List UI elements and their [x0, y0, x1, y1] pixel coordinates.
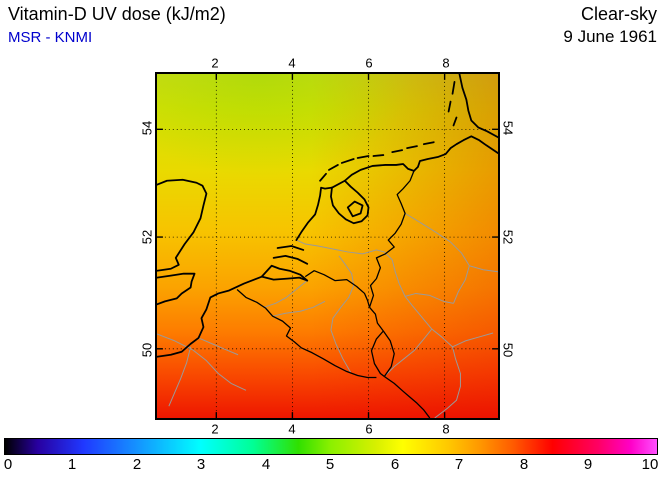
- rivers-and-region-borders: [157, 212, 498, 418]
- north-frisian-islands: [447, 81, 458, 127]
- german-state-border-2: [469, 265, 498, 273]
- coast-holland: [295, 186, 333, 241]
- coastlines: [157, 74, 498, 358]
- lat-tick-right-50: 50: [500, 342, 516, 358]
- french-region-border-2: [168, 346, 192, 407]
- border-lux-west: [370, 330, 385, 377]
- lon-tick-top-6: 6: [365, 55, 373, 71]
- coast-england-north: [157, 178, 208, 272]
- map-overlay: [157, 74, 498, 418]
- colorbar-label-5: 5: [325, 456, 335, 473]
- coast-continent: [157, 264, 273, 358]
- border-be-nl: [304, 270, 371, 308]
- colorbar-gradient: [4, 438, 658, 455]
- german-state-border-3: [452, 332, 494, 348]
- moselle-river: [383, 328, 433, 377]
- delta-island-2: [276, 245, 305, 251]
- border-nl-de: [368, 170, 415, 308]
- flevoland: [346, 200, 364, 218]
- coast-elbe-north-denmark: [458, 74, 498, 139]
- lon-tick-top-2: 2: [211, 55, 219, 71]
- page-title: Vitamin-D UV dose (kJ/m2): [8, 4, 226, 24]
- lat-tick-left-52: 52: [139, 229, 155, 245]
- date-label: 9 June 1961: [563, 27, 657, 46]
- scheldt-river: [263, 280, 308, 308]
- colorbar-label-6: 6: [390, 456, 400, 473]
- colorbar-label-2: 2: [132, 456, 142, 473]
- lat-tick-left-50: 50: [139, 342, 155, 358]
- lon-tick-bottom-8: 8: [442, 421, 450, 437]
- lat-tick-right-52: 52: [500, 229, 516, 245]
- lon-tick-bottom-4: 4: [288, 421, 296, 437]
- border-be-de: [369, 306, 384, 332]
- coast-wadden-mainland: [343, 135, 498, 182]
- islands: [319, 81, 458, 182]
- condition-label: Clear-sky: [580, 4, 657, 24]
- lon-tick-bottom-6: 6: [365, 421, 373, 437]
- source-label: MSR - KNMI: [8, 29, 93, 46]
- coast-scheldt-south: [260, 275, 309, 282]
- colorbar-label-3: 3: [196, 456, 206, 473]
- coast-scheldt-north: [270, 264, 309, 282]
- lat-tick-right-54: 54: [500, 120, 516, 136]
- border-fr-de: [383, 375, 431, 418]
- frame-ticks: [157, 74, 498, 418]
- coast-england-kent: [157, 272, 196, 306]
- colorbar-label-8: 8: [519, 456, 529, 473]
- colorbar-label-4: 4: [261, 456, 271, 473]
- border-lux-east: [382, 330, 395, 377]
- colorbar-label-9: 9: [583, 456, 593, 473]
- ijsselmeer-shore: [330, 179, 370, 225]
- colorbar-label-7: 7: [454, 456, 464, 473]
- graticule: [157, 74, 498, 418]
- lon-tick-top-4: 4: [288, 55, 296, 71]
- delta-island-1: [272, 254, 309, 265]
- lat-tick-left-54: 54: [139, 120, 155, 136]
- colorbar-label-0: 0: [3, 456, 13, 473]
- border-fr-be: [236, 289, 377, 379]
- maas-river: [330, 255, 355, 373]
- wadden-islands: [319, 141, 435, 182]
- belgian-region-border: [272, 300, 326, 317]
- rhine-river: [296, 239, 461, 418]
- german-state-border-4: [404, 292, 454, 304]
- lon-tick-bottom-2: 2: [211, 421, 219, 437]
- colorbar-label-10: 10: [641, 456, 659, 473]
- afsluitdijk: [331, 179, 346, 189]
- map-panel: [155, 72, 500, 420]
- national-borders: [236, 170, 431, 418]
- german-state-border: [404, 212, 470, 304]
- lon-tick-top-8: 8: [442, 55, 450, 71]
- colorbar-label-1: 1: [67, 456, 77, 473]
- somme-river: [198, 337, 239, 356]
- french-region-border: [157, 333, 247, 391]
